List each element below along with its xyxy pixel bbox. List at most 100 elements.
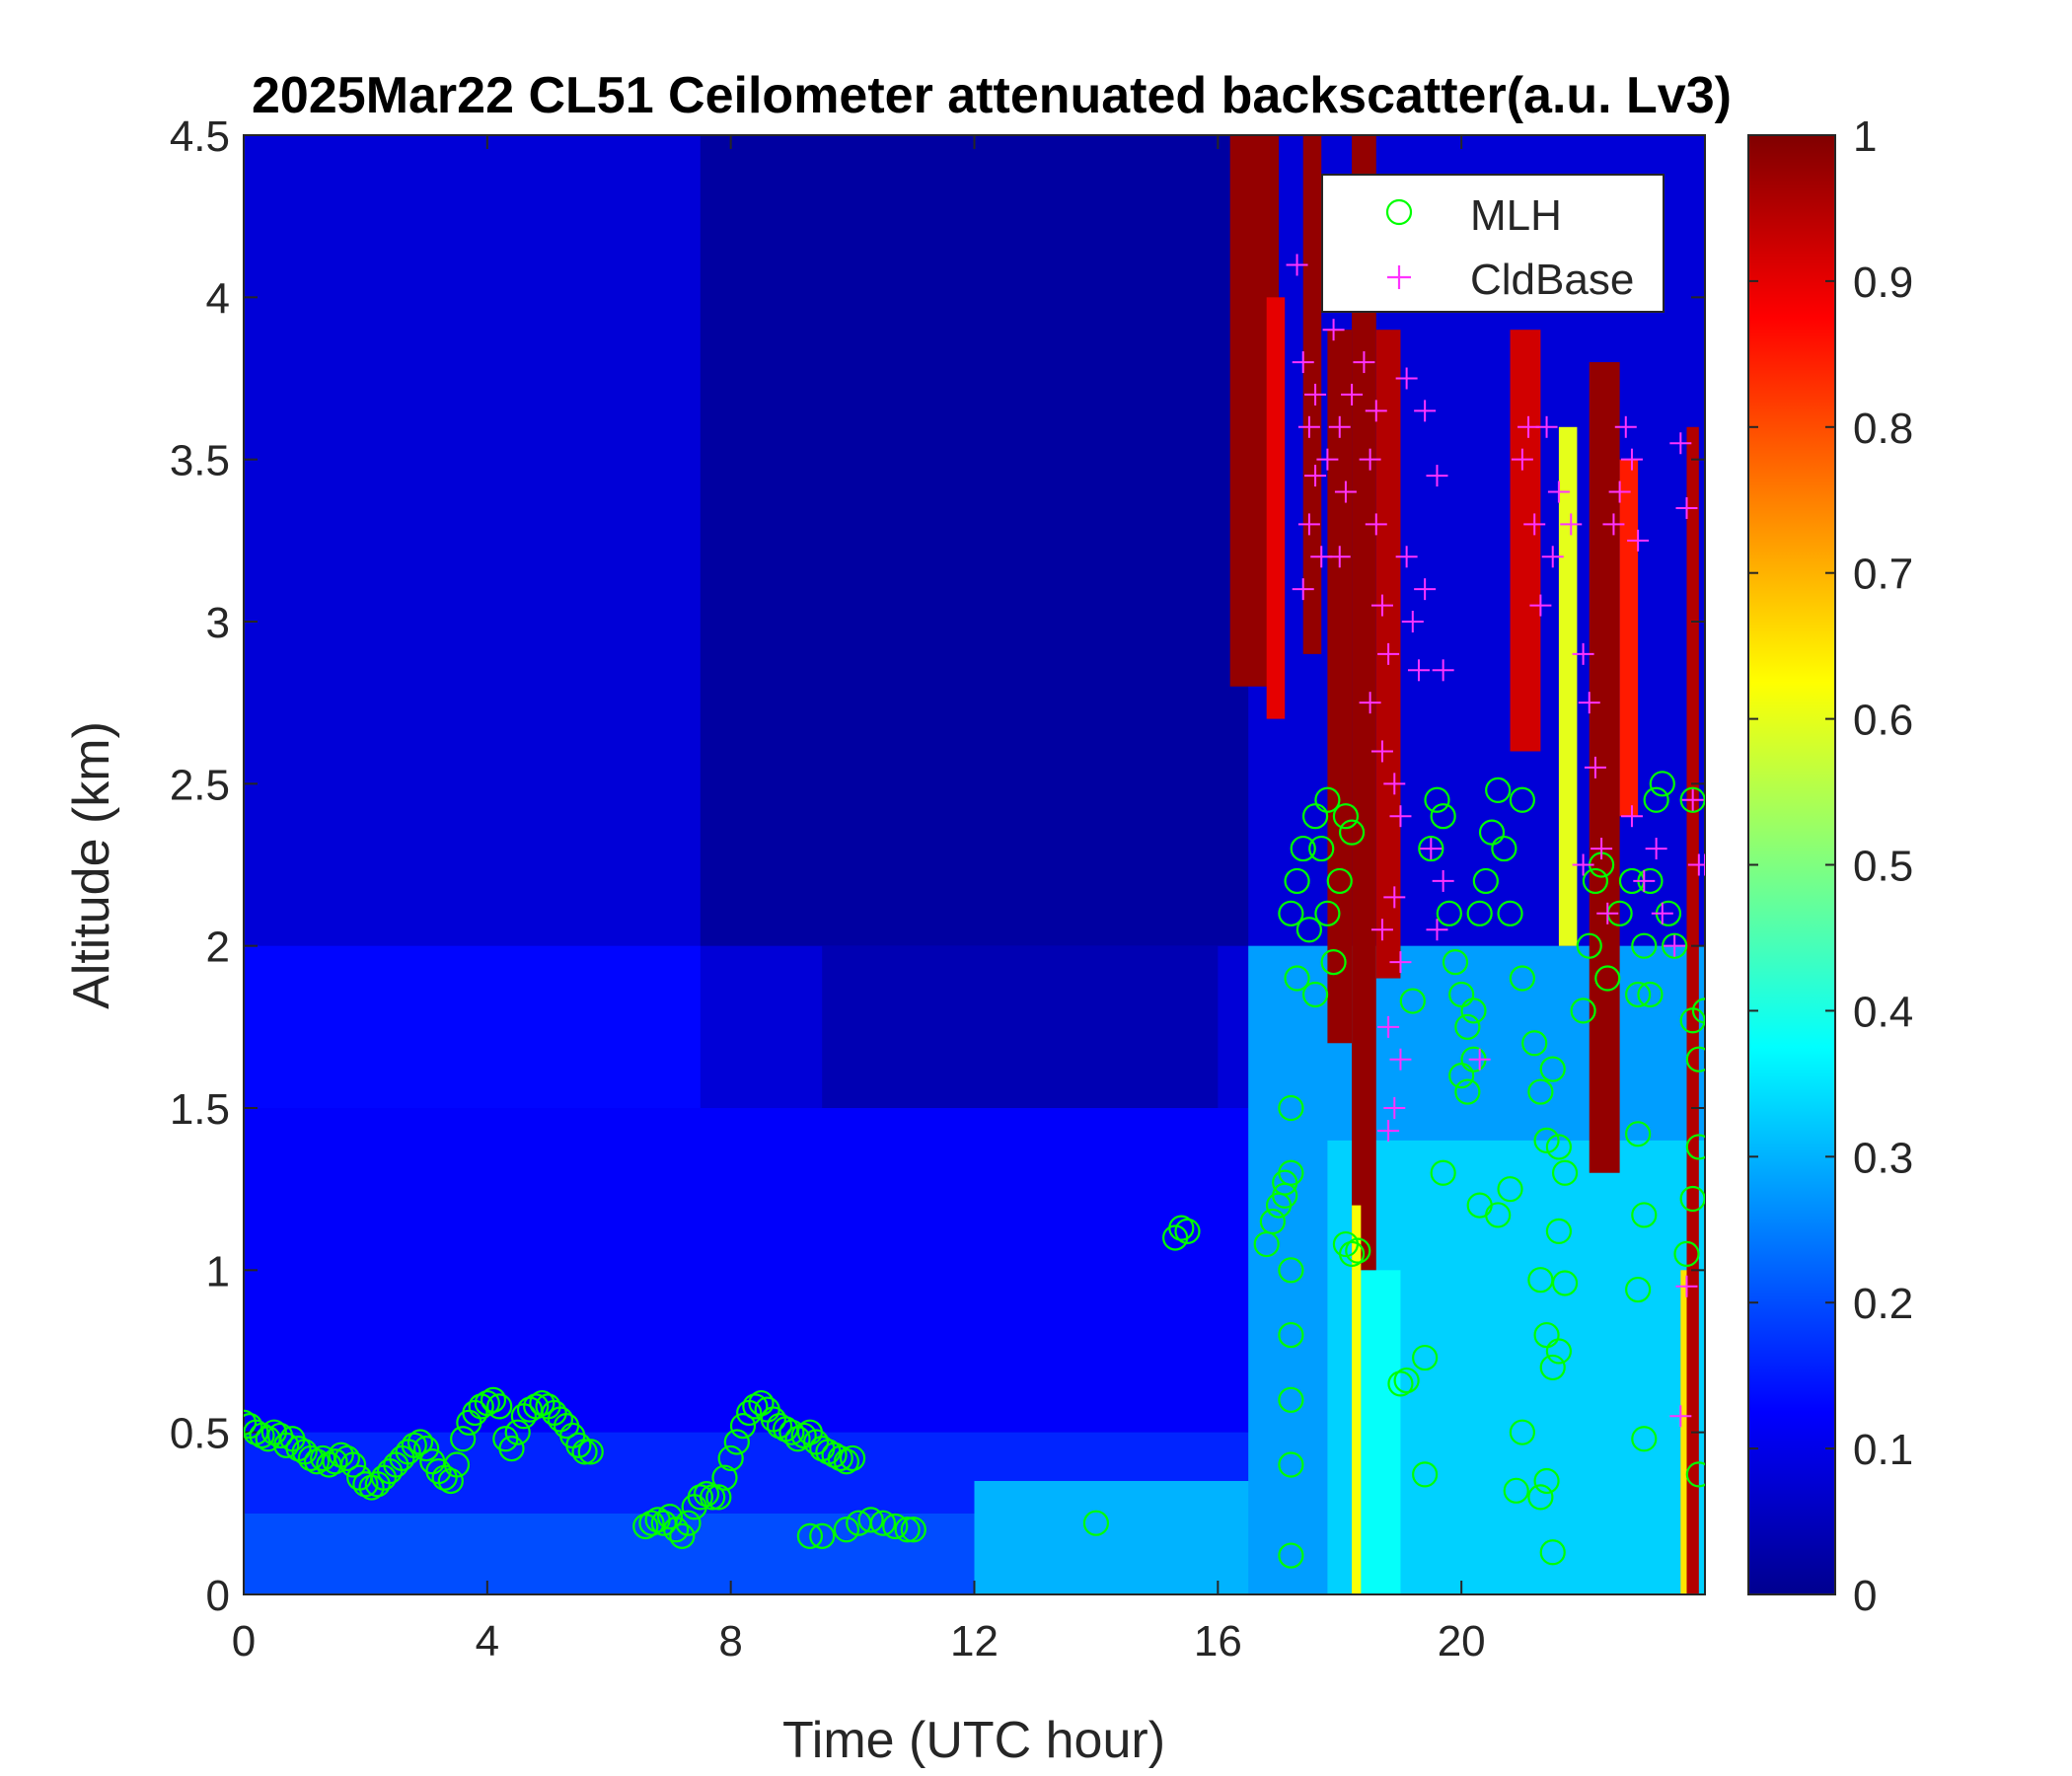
mlh-point — [1570, 998, 1596, 1024]
cldbase-point — [1389, 951, 1412, 974]
mlh-point — [1284, 867, 1310, 895]
cldbase-point — [1328, 415, 1351, 438]
mlh-point — [1424, 786, 1450, 813]
colorbar-tick-label: 0.6 — [1853, 697, 1913, 745]
mlh-point — [303, 1448, 331, 1475]
colorbar-tick-label: 0 — [1853, 1572, 1877, 1620]
cldbase-point — [1633, 869, 1656, 892]
colorbar — [1747, 134, 1836, 1595]
mlh-point — [1637, 981, 1664, 1008]
mlh-point — [1168, 1215, 1195, 1241]
mlh-point — [1545, 1338, 1573, 1365]
mlh-point — [748, 1389, 775, 1417]
mlh-series — [244, 771, 1705, 1569]
mlh-point — [1454, 1013, 1481, 1040]
cldbase-point — [1365, 400, 1387, 422]
mlh-point — [1387, 1370, 1414, 1397]
mlh-point — [1466, 900, 1493, 926]
x-axis-label: Time (UTC hour) — [782, 1712, 1165, 1769]
mlh-point — [1430, 1159, 1456, 1186]
mlh-point — [1301, 981, 1329, 1008]
cldbase-point — [1620, 805, 1643, 828]
y-tick-label: 3.5 — [170, 437, 230, 485]
mlh-point — [705, 1484, 732, 1511]
cldbase-point — [1560, 513, 1583, 536]
mlh-point — [700, 1484, 726, 1511]
x-tick-label: 12 — [950, 1617, 999, 1665]
mlh-point — [1527, 1267, 1554, 1294]
mlh-point — [1442, 948, 1469, 976]
mlh-point — [1551, 1159, 1579, 1186]
cldbase-point — [1353, 351, 1375, 374]
cldbase-point — [1407, 659, 1430, 682]
mlh-point — [1631, 1202, 1658, 1228]
mlh-point — [638, 1510, 665, 1536]
mlh-point — [1399, 988, 1426, 1014]
cldbase-point — [1359, 692, 1381, 714]
mlh-point — [1539, 1056, 1566, 1082]
mlh-point — [1625, 981, 1652, 1008]
mlh-point — [1308, 835, 1335, 862]
y-tick-label: 4.5 — [170, 112, 230, 161]
cldbase-point — [1328, 546, 1351, 568]
mlh-point — [1272, 1182, 1298, 1209]
mlh-point — [297, 1444, 324, 1472]
cldbase-point — [1681, 788, 1704, 811]
cldbase-point — [1523, 513, 1546, 536]
mlh-point — [1278, 1386, 1304, 1413]
mlh-point — [857, 1507, 884, 1533]
y-axis: 0 0.5 1 1.5 2 2.5 3 3.5 4 4.5 — [170, 112, 1705, 1620]
cldbase-point — [1297, 415, 1320, 438]
cldbase-point — [1292, 578, 1314, 601]
colorbar-tick-label: 0.9 — [1853, 259, 1913, 307]
mlh-point — [1460, 998, 1487, 1024]
mlh-point — [498, 1435, 525, 1462]
mlh-point — [669, 1522, 696, 1549]
mlh-point — [1551, 1270, 1579, 1296]
mlh-point — [821, 1442, 848, 1468]
cldbase-point — [1614, 415, 1637, 438]
mlh-point — [1345, 1237, 1371, 1264]
mlh-point — [778, 1419, 805, 1445]
mlh-point — [1685, 1461, 1705, 1488]
colorbar-tick-label: 0.3 — [1853, 1134, 1913, 1182]
cldbase-point — [1370, 919, 1393, 941]
mlh-point — [1301, 803, 1329, 830]
cldbase-point — [1316, 448, 1339, 471]
cldbase-point — [1591, 838, 1613, 860]
y-tick-label: 0 — [206, 1572, 230, 1620]
y-axis-label: Altitude (km) — [63, 721, 120, 1009]
cldbase-point — [1377, 1015, 1400, 1038]
legend: MLH CldBase — [1321, 174, 1665, 313]
mlh-point — [869, 1510, 897, 1536]
colorbar-tick-label: 0.5 — [1853, 843, 1913, 891]
mlh-point — [1430, 803, 1456, 830]
mlh-point — [244, 1419, 269, 1445]
mlh-point — [1393, 1367, 1420, 1394]
mlh-point — [407, 1429, 434, 1455]
cldbase-point — [1401, 611, 1424, 632]
cldbase-point — [1304, 465, 1327, 487]
mlh-point — [796, 1522, 823, 1549]
mlh-point — [656, 1504, 684, 1530]
mlh-point — [401, 1432, 427, 1458]
cldbase-point — [1395, 367, 1418, 390]
cldbase-point — [1297, 513, 1320, 536]
mlh-point — [516, 1396, 544, 1423]
x-tick-label: 20 — [1438, 1617, 1486, 1665]
mlh-point — [882, 1513, 909, 1540]
y-tick-label: 3 — [206, 599, 230, 647]
mlh-point — [1631, 932, 1658, 959]
cldbase-point — [1322, 319, 1345, 341]
y-tick-label: 0.5 — [170, 1410, 230, 1458]
mlh-point — [1582, 867, 1609, 895]
mlh-point — [1497, 900, 1523, 926]
mlh-point — [504, 1419, 531, 1445]
cldbase-point — [1377, 1120, 1400, 1143]
mlh-point — [894, 1517, 921, 1543]
backscatter-heatmap — [244, 135, 1705, 1594]
cldbase-point — [1432, 659, 1454, 682]
cldbase-point — [1675, 1275, 1698, 1297]
mlh-point — [1295, 917, 1322, 943]
